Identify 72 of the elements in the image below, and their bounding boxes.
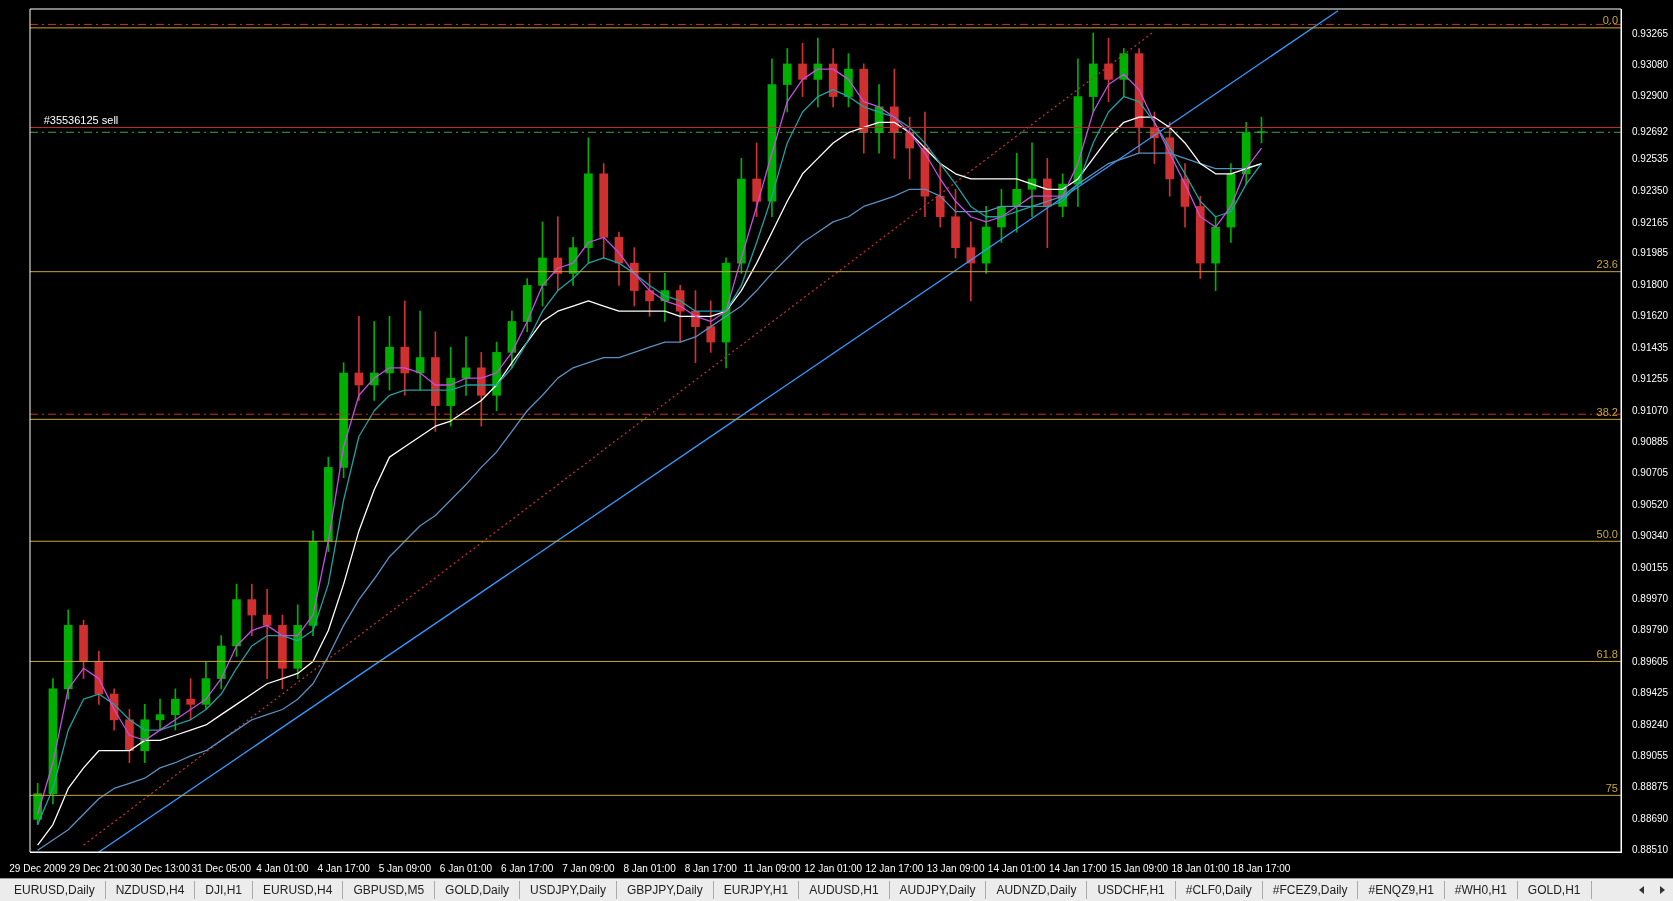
y-tick-label: 0.88875 [1632,781,1669,793]
y-tick-label: 0.90885 [1632,436,1669,448]
x-tick-label: 14 Jan 17:00 [1049,862,1108,874]
x-tick-label: 11 Jan 09:00 [743,862,801,874]
y-tick-label: 0.90705 [1632,467,1669,479]
x-tick-label: 12 Jan 01:00 [804,862,863,874]
text: #FCEZ9,Daily [1262,881,1359,899]
annotation: #35536125 sell [43,114,119,126]
x-tick-label: 8 Jan 17:00 [684,862,738,874]
y-tick-label: 0.91800 [1632,279,1669,291]
annotation: 61.8 [1596,647,1618,660]
y-tick-label: 0.93080 [1632,59,1669,71]
y-tick-label: 0.89055 [1632,750,1669,762]
y-tick-label: 0.90340 [1632,529,1669,541]
x-tick-label: 31 Dec 05:00 [191,862,252,874]
x-tick-label: 15 Jan 09:00 [1110,862,1169,874]
text: GBPJPY,Daily [616,881,714,899]
text: AUDJPY,Daily [889,881,987,899]
y-tick-label: 0.92350 [1632,184,1669,196]
annotation: 50.0 [1596,527,1618,540]
x-tick-label: 7 Jan 09:00 [562,862,615,874]
x-tick-label: 4 Jan 01:00 [256,862,309,874]
x-tick-label: 6 Jan 17:00 [501,862,554,874]
y-tick-label: 0.92692 [1632,126,1669,138]
text: AUDNZD,Daily [986,881,1088,899]
y-tick-label: 0.92165 [1632,216,1669,228]
x-tick-label: 6 Jan 01:00 [439,862,493,874]
y-tick-label: 0.88510 [1632,844,1669,856]
text: #ENQZ9,H1 [1358,881,1445,899]
x-tick-label: 18 Jan 17:00 [1232,862,1291,874]
y-tick-label: 0.88690 [1632,813,1669,825]
y-tick-label: 0.91255 [1632,372,1669,384]
y-tick-label: 0.89605 [1632,656,1669,668]
x-tick-label: 29 Dec 2009 [9,862,67,874]
y-tick-label: 0.89425 [1632,686,1669,698]
y-tick-label: 0.90155 [1632,561,1669,573]
text: NZDUSD,H4 [105,881,196,899]
y-tick-label: 0.91985 [1632,247,1669,259]
x-tick-label: 12 Jan 17:00 [865,862,924,874]
text: EURUSD,H4 [253,881,344,899]
text: GBPUSD,M5 [343,881,436,899]
y-tick-label: 0.89790 [1632,624,1669,636]
y-tick-label: 0.90520 [1632,498,1669,510]
annotation: 23.6 [1596,258,1618,271]
x-tick-label: 29 Dec 21:00 [69,862,130,874]
text: #WH0,H1 [1444,881,1518,899]
y-tick-label: 0.91435 [1632,341,1669,353]
text: EURUSD,Daily [4,881,106,899]
x-tick-label: 14 Jan 01:00 [987,862,1047,874]
annotation: 75 [1605,781,1618,794]
y-tick-label: 0.92900 [1632,90,1669,102]
x-tick-label: 8 Jan 01:00 [623,862,677,874]
x-tick-label: 30 Dec 13:00 [130,862,191,874]
text: GOLD,H1 [1517,881,1592,899]
x-tick-label: 13 Jan 09:00 [926,862,985,874]
text: AUDUSD,H1 [799,881,890,899]
y-tick-label: 0.93265 [1632,27,1669,39]
y-tick-label: 0.89240 [1632,718,1669,730]
x-tick-label: 18 Jan 01:00 [1171,862,1230,874]
y-tick-label: 0.92535 [1632,152,1669,164]
y-tick-label: 0.91070 [1632,404,1669,416]
annotation: 0.0 [1602,14,1618,27]
y-tick-label: 0.89970 [1632,593,1669,605]
text: EURJPY,H1 [713,881,800,899]
text: USDCHF,H1 [1087,881,1176,899]
x-tick-label: 5 Jan 09:00 [378,862,432,874]
x-tick-label: 4 Jan 17:00 [317,862,371,874]
text: DJI,H1 [195,881,254,899]
text: #CLF0,Daily [1175,881,1263,899]
text: GOLD,Daily [435,881,521,899]
text: USDJPY,Daily [520,881,617,899]
y-tick-label: 0.91620 [1632,310,1669,322]
